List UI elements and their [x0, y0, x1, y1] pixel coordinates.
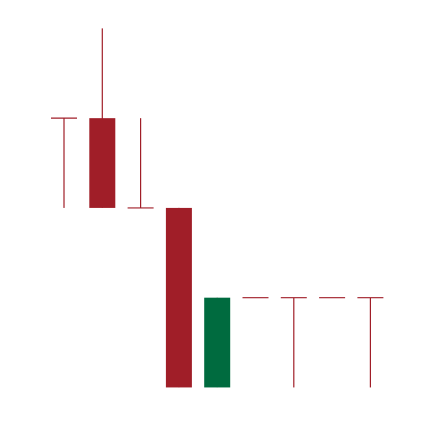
candle-body-3: [165, 207, 192, 388]
candles-group: [51, 28, 384, 388]
candle-body-1: [89, 118, 116, 208]
candle-body-4: [204, 297, 231, 388]
